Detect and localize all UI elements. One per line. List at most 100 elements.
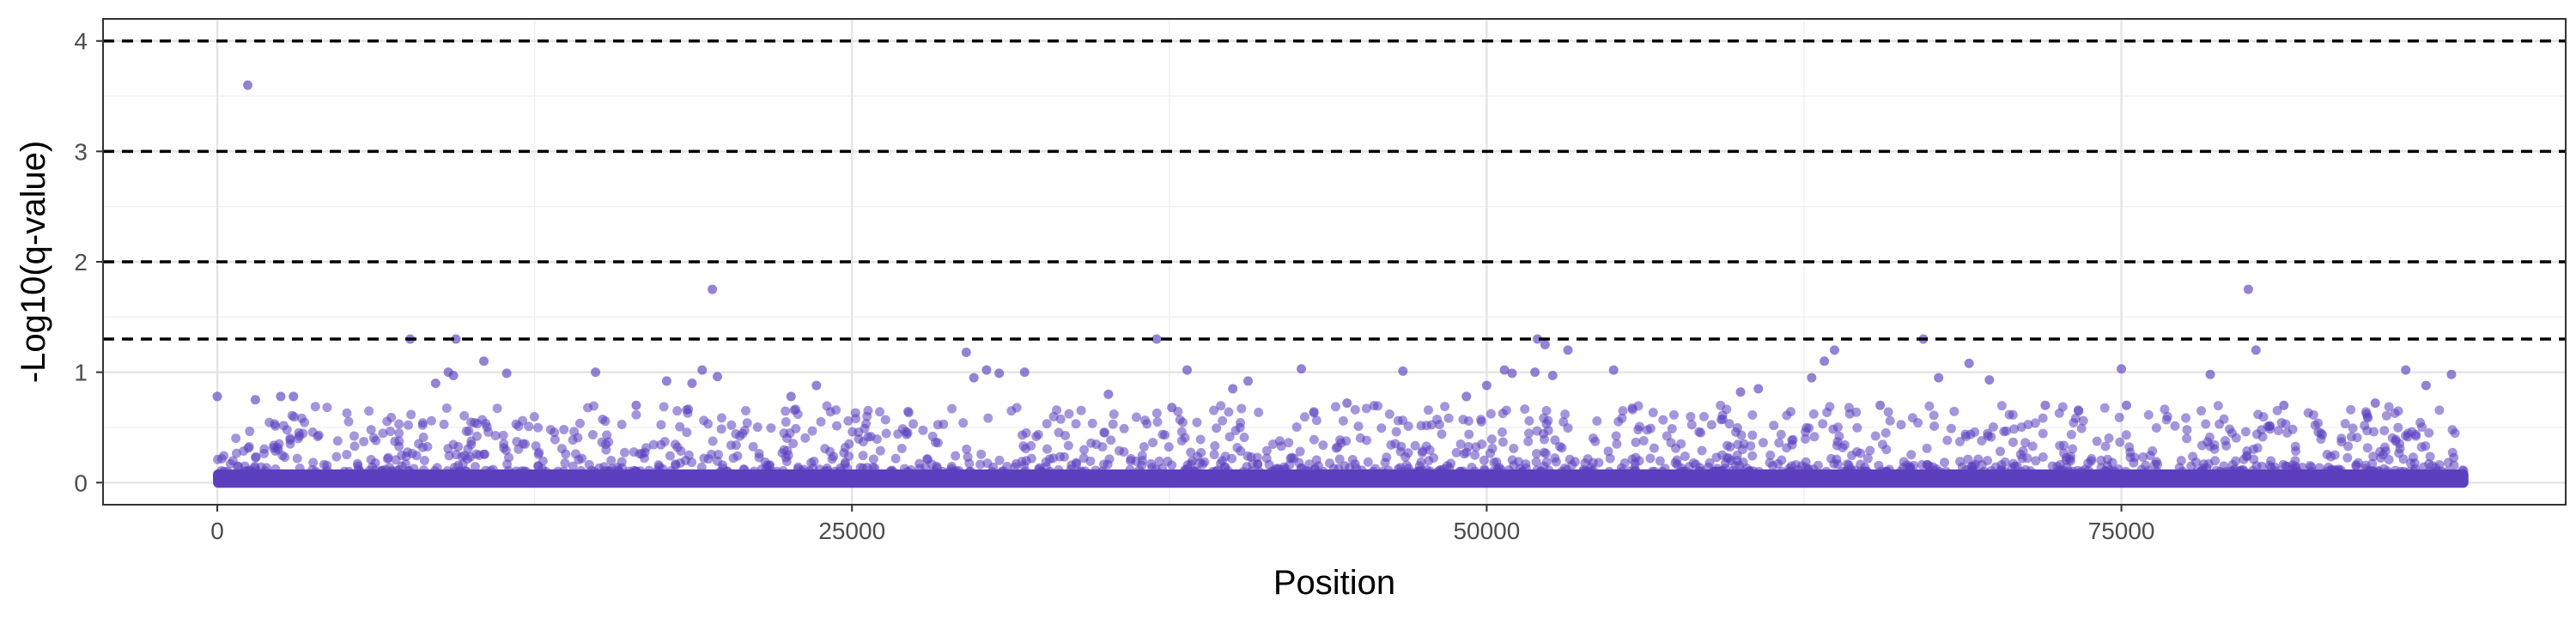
data-point — [1461, 391, 1472, 402]
baseline-point — [825, 407, 835, 417]
baseline-point — [1177, 417, 1188, 427]
baseline-point — [1424, 456, 1434, 466]
baseline-point — [1531, 457, 1541, 467]
baseline-point — [1134, 464, 1145, 475]
baseline-point — [550, 427, 560, 438]
baseline-point — [470, 462, 480, 472]
baseline-point — [1212, 465, 1223, 476]
data-point — [994, 368, 1005, 379]
baseline-point — [498, 430, 508, 440]
baseline-point — [1476, 415, 1486, 425]
baseline-point — [1961, 431, 1971, 441]
baseline-point — [252, 466, 262, 476]
baseline-point — [1902, 460, 1912, 470]
baseline-point — [453, 460, 464, 470]
baseline-point — [1605, 453, 1615, 464]
baseline-point — [1464, 429, 1474, 439]
baseline-point — [699, 415, 709, 426]
baseline-point — [1131, 412, 1141, 422]
baseline-point — [1193, 451, 1203, 462]
baseline-point — [779, 445, 789, 455]
baseline-point — [2181, 413, 2191, 423]
baseline-point — [2038, 413, 2048, 423]
baseline-point — [1592, 416, 1602, 427]
baseline-point — [1517, 466, 1528, 476]
baseline-point — [2449, 460, 2459, 470]
baseline-point — [1010, 462, 1020, 472]
data-point — [1753, 384, 1764, 394]
baseline-point — [569, 427, 580, 437]
baseline-point — [1940, 457, 1950, 468]
baseline-point — [1459, 449, 1469, 459]
baseline-point — [951, 451, 961, 461]
baseline-point — [2062, 452, 2072, 463]
baseline-point — [1086, 438, 1097, 448]
baseline-point — [2143, 409, 2154, 420]
baseline-point — [1669, 409, 1680, 420]
baseline-point — [2278, 459, 2288, 470]
baseline-point — [1737, 445, 1747, 455]
baseline-point — [1747, 430, 1758, 440]
baseline-point — [1176, 436, 1187, 446]
baseline-point — [287, 410, 297, 421]
baseline-point — [1066, 460, 1077, 470]
baseline-point — [1261, 445, 1272, 456]
baseline-point — [1334, 464, 1344, 474]
baseline-point — [604, 437, 614, 447]
baseline-point — [270, 464, 281, 475]
baseline-point — [1524, 428, 1534, 439]
baseline-point — [1341, 436, 1352, 446]
baseline-point — [2038, 452, 2048, 463]
baseline-point — [441, 403, 452, 413]
baseline-point — [2078, 415, 2088, 426]
baseline-point — [1776, 429, 1786, 439]
baseline-point — [1417, 466, 1427, 476]
baseline-point — [2209, 439, 2220, 450]
baseline-point — [885, 466, 896, 476]
baseline-point — [842, 463, 853, 473]
baseline-point — [1035, 463, 1045, 473]
baseline-point — [2235, 465, 2245, 476]
baseline-point — [2342, 452, 2353, 463]
baseline-point — [1627, 404, 1637, 415]
baseline-point — [2009, 424, 2020, 434]
baseline-point — [900, 464, 910, 474]
baseline-point — [1862, 453, 1873, 464]
baseline-point — [1052, 405, 1062, 415]
baseline-point — [1672, 455, 1682, 465]
baseline-point — [1588, 433, 1598, 444]
data-point — [2121, 400, 2131, 410]
baseline-point — [1850, 465, 1860, 476]
baseline-point — [451, 450, 461, 460]
x-tick-label: 75000 — [2088, 518, 2155, 544]
baseline-point — [1842, 459, 1852, 470]
baseline-point — [999, 466, 1009, 476]
baseline-point — [896, 443, 907, 453]
data-point — [1807, 373, 1817, 383]
baseline-point — [1655, 456, 1665, 466]
baseline-point — [524, 421, 534, 432]
baseline-point — [2264, 460, 2275, 470]
baseline-point — [308, 457, 319, 468]
baseline-point — [2362, 426, 2372, 436]
baseline-point — [550, 434, 560, 445]
baseline-point — [2281, 419, 2291, 429]
baseline-point — [529, 412, 539, 422]
data-point — [276, 391, 286, 402]
baseline-point — [1922, 443, 1932, 453]
baseline-point — [1423, 405, 1433, 415]
baseline-point — [2027, 441, 2038, 451]
baseline-point — [228, 456, 238, 466]
baseline-point — [2092, 436, 2102, 446]
baseline-point — [1338, 415, 1348, 426]
baseline-point — [732, 451, 743, 461]
data-point — [501, 368, 512, 379]
baseline-point — [1906, 450, 1917, 460]
baseline-point — [370, 457, 380, 468]
baseline-point — [2202, 437, 2213, 447]
baseline-point — [933, 420, 943, 430]
baseline-point — [1382, 452, 1392, 463]
baseline-point — [2076, 466, 2087, 476]
baseline-point — [1774, 438, 1784, 448]
data-point — [448, 370, 459, 380]
